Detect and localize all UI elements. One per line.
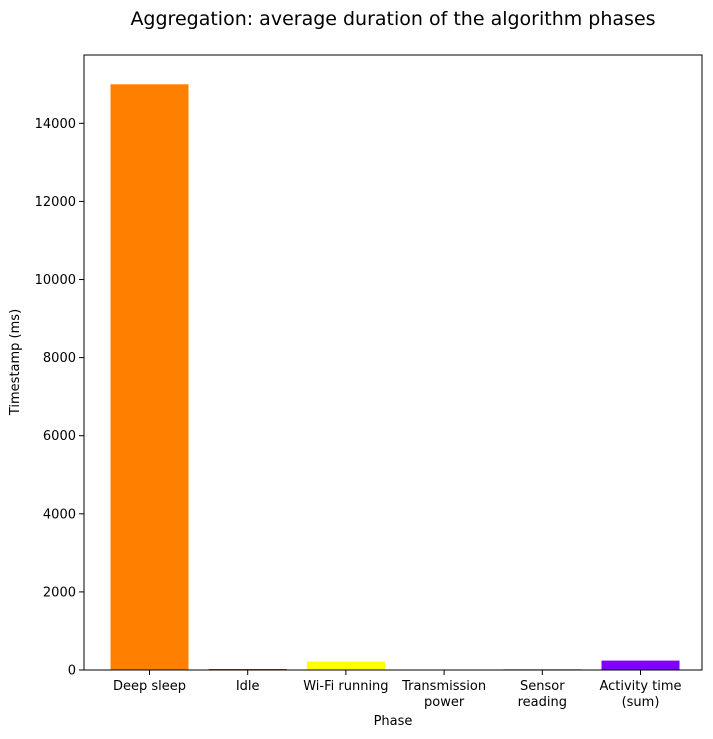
plot-frame [83, 54, 703, 671]
y-axis-label: Timestamp (ms) [8, 309, 23, 416]
y-tick-label: 2000 [43, 585, 76, 600]
x-tick-label: Sensor reading [518, 679, 567, 710]
x-tick-label: Idle [236, 679, 260, 694]
y-tick-label: 12000 [35, 195, 76, 210]
y-tick-label: 10000 [35, 273, 76, 288]
x-tick-label: Wi-Fi running [303, 679, 388, 694]
y-tick-label: 14000 [35, 117, 76, 132]
x-tick-label: Deep sleep [113, 679, 186, 694]
x-axis-label: Phase [374, 714, 413, 729]
bar-5 [601, 660, 680, 670]
chart-title: Aggregation: average duration of the alg… [130, 8, 655, 30]
y-tick-label: 0 [68, 664, 76, 679]
y-tick-label: 4000 [43, 507, 76, 522]
x-tick-label: Transmission power [401, 679, 486, 710]
bars-layer [110, 84, 680, 671]
bar-0 [110, 84, 189, 671]
bar-2 [306, 661, 385, 670]
x-tick-label: Activity time (sum) [599, 679, 681, 710]
y-tick-label: 6000 [43, 429, 76, 444]
y-tick-label: 8000 [43, 351, 76, 366]
x-axis: Deep sleep Idle Wi-Fi running Transmission p… [113, 670, 682, 710]
y-axis: 0 2000 4000 6000 8000 10000 12000 14000 [35, 117, 84, 679]
